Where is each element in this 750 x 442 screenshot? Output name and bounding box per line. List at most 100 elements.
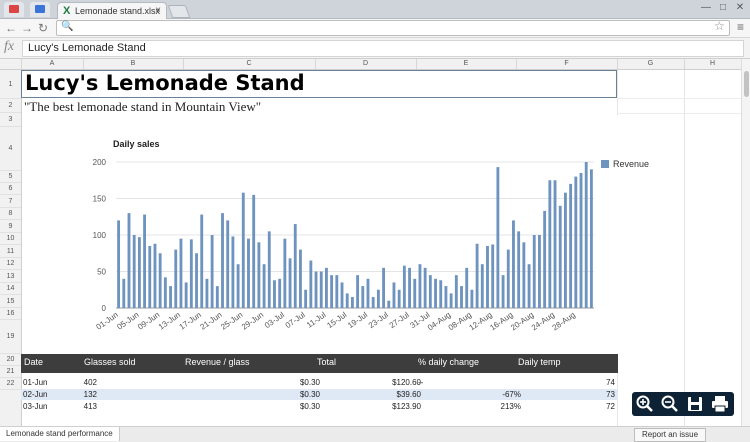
chart-bar[interactable] [366,278,370,308]
row-header[interactable]: 19 [0,320,21,354]
chart-bar[interactable] [350,297,354,308]
chart-bar[interactable] [262,264,266,308]
column-header[interactable]: H [684,59,742,69]
chart-bar[interactable] [143,214,147,308]
row-header[interactable]: 6 [0,183,21,195]
chart-bar[interactable] [589,169,593,308]
chart-bar[interactable] [480,264,484,308]
chart-bar[interactable] [454,275,458,308]
column-header[interactable]: F [516,59,618,69]
chart-bar[interactable] [397,289,401,308]
zoom-out-icon[interactable] [660,394,680,414]
new-tab-button[interactable] [167,5,191,18]
row-header[interactable]: 12 [0,258,21,270]
chart-bar[interactable] [283,238,287,308]
row-header[interactable]: 7 [0,195,21,208]
chart-bar[interactable] [517,231,521,308]
chart-bar[interactable] [548,180,552,308]
browser-tab-active[interactable]: X Lemonade stand.xlsx × [57,2,167,19]
chart-bar[interactable] [309,260,313,308]
chart-bar[interactable] [418,264,422,308]
chart-bar[interactable] [382,267,386,308]
chart-bar[interactable] [569,183,573,308]
minimize-icon[interactable]: — [701,2,711,13]
row-header[interactable]: 5 [0,171,21,183]
chart-bar[interactable] [314,271,318,309]
chart-bar[interactable] [532,235,536,308]
forward-icon[interactable]: → [21,21,33,35]
column-header[interactable]: E [416,59,517,69]
row-header[interactable]: 13 [0,270,21,283]
chart-bar[interactable] [288,258,292,308]
selected-cell-a1[interactable]: Lucy's Lemonade Stand [21,70,617,98]
row-header[interactable]: 10 [0,233,21,245]
chart-bar[interactable] [169,286,172,308]
chart-bar[interactable] [574,176,578,308]
chart-bar[interactable] [158,253,162,308]
table-row[interactable]: 01-Jun 402 $0.30 $120.60 -- 74 [21,377,618,388]
column-header[interactable]: D [315,59,417,69]
row-header[interactable]: 2 [0,99,21,113]
chart-bar[interactable] [137,237,141,308]
chart-bar[interactable] [434,278,437,308]
chart-bar[interactable] [361,286,365,308]
chart-bar[interactable] [460,286,463,308]
vertical-scrollbar[interactable] [741,59,750,426]
chart-bar[interactable] [241,192,245,308]
chart-bar[interactable] [356,275,360,308]
chart-bar[interactable] [371,297,375,308]
row-header[interactable]: 14 [0,283,21,295]
chart-bar[interactable] [439,280,443,308]
chart-bar[interactable] [506,249,510,308]
chart-bar[interactable] [236,264,240,308]
chart-bar[interactable] [491,244,495,308]
chart-bar[interactable] [538,235,541,308]
column-header[interactable]: A [21,59,84,69]
row-header[interactable]: 11 [0,245,21,258]
chart-bar[interactable] [226,220,230,308]
chart-bar[interactable] [392,282,396,308]
chart-bar[interactable] [179,238,183,308]
pinned-tab-calendar[interactable] [30,2,50,17]
chart-bar[interactable] [299,249,302,308]
pinned-tab-gmail[interactable] [4,2,24,17]
chart-bar[interactable] [210,235,214,308]
row-header[interactable]: 15 [0,295,21,308]
chart-bar[interactable] [423,267,427,308]
chart-bar[interactable] [252,194,256,308]
chart-bar[interactable] [319,271,323,309]
row-header[interactable]: 9 [0,220,21,233]
table-row[interactable]: 03-Jun 413 $0.30 $123.90 213% 72 [21,401,618,412]
chart-bar[interactable] [257,242,261,308]
chart-bar[interactable] [325,267,328,308]
close-tab-icon[interactable]: × [155,5,161,16]
chart-bar[interactable] [402,265,406,308]
chart-bar[interactable] [408,267,411,308]
row-header[interactable]: 8 [0,208,21,220]
column-header[interactable]: G [617,59,685,69]
chart-bar[interactable] [184,282,188,308]
chart-bar[interactable] [293,224,297,308]
chart-bar[interactable] [153,243,157,308]
chart-bar[interactable] [148,245,152,308]
menu-icon[interactable]: ≡ [737,20,745,34]
scrollbar-thumb[interactable] [744,71,749,97]
chart-bar[interactable] [387,300,391,308]
chart-bar[interactable] [428,275,432,308]
bookmark-star-icon[interactable]: ☆ [714,19,725,33]
chart-bar[interactable] [122,278,126,308]
chart-bar[interactable] [221,213,224,308]
chart-bar[interactable] [195,253,198,308]
chart-bar[interactable] [475,243,479,308]
chart-bar[interactable] [413,278,417,308]
chart-bar[interactable] [200,214,204,308]
chart-bar[interactable] [486,245,489,308]
chart-bar[interactable] [273,280,276,308]
chart-bar[interactable] [205,278,209,308]
chart-bar[interactable] [496,167,500,308]
chart-bar[interactable] [132,235,136,308]
select-all-corner[interactable] [0,59,22,69]
row-header[interactable]: 20 [0,354,21,366]
maximize-icon[interactable]: □ [719,2,727,13]
chart-bar[interactable] [449,293,453,308]
